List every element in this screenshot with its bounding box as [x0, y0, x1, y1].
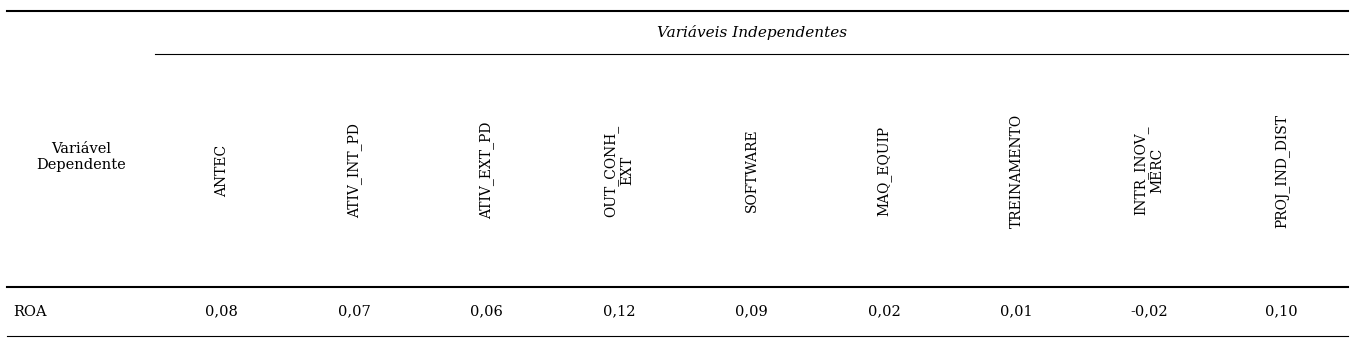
- Text: 0,09: 0,09: [735, 304, 768, 318]
- Text: ATIV_EXT_PD: ATIV_EXT_PD: [479, 122, 495, 219]
- Text: -0,02: -0,02: [1130, 304, 1168, 318]
- Text: INTR_INOV_
MERC: INTR_INOV_ MERC: [1134, 126, 1164, 216]
- Text: 0,08: 0,08: [206, 304, 238, 318]
- Text: ROA: ROA: [14, 304, 47, 318]
- Text: Variável
Dependente: Variável Dependente: [37, 141, 126, 172]
- Text: 0,01: 0,01: [1000, 304, 1033, 318]
- Text: SOFTWARE: SOFTWARE: [745, 129, 758, 212]
- Text: 0,02: 0,02: [868, 304, 900, 318]
- Text: Variáveis Independentes: Variáveis Independentes: [657, 25, 846, 40]
- Text: 0,07: 0,07: [338, 304, 370, 318]
- Text: OUT_CONH_
EXT: OUT_CONH_ EXT: [604, 125, 634, 217]
- Text: 0,12: 0,12: [603, 304, 635, 318]
- Text: PROJ_IND_DIST: PROJ_IND_DIST: [1274, 114, 1290, 228]
- Text: ANTEC: ANTEC: [215, 145, 228, 197]
- Text: MAQ_EQUIP: MAQ_EQUIP: [876, 126, 892, 216]
- Text: ATIV_INT_PD: ATIV_INT_PD: [346, 123, 362, 218]
- Text: 0,06: 0,06: [470, 304, 503, 318]
- Text: TREINAMENTO: TREINAMENTO: [1010, 113, 1023, 228]
- Text: 0,10: 0,10: [1265, 304, 1298, 318]
